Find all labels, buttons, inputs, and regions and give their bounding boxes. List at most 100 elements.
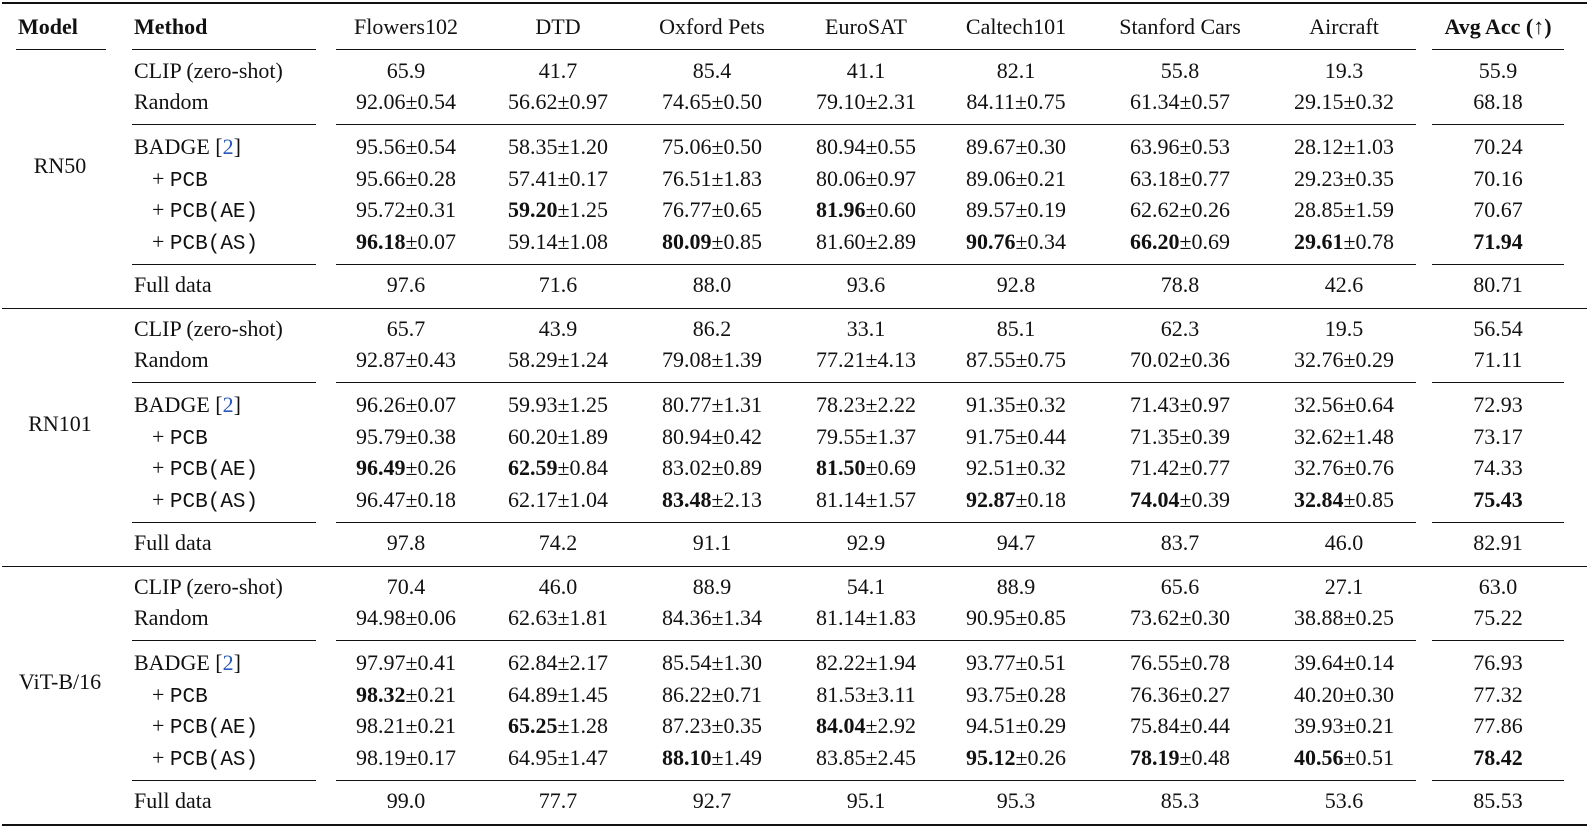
std: ±0.44 xyxy=(1179,713,1231,738)
method-cell: Full data xyxy=(134,790,212,812)
value: 95.3 xyxy=(996,788,1036,813)
value: 92.8 xyxy=(996,272,1036,297)
value: 98.21 xyxy=(355,713,406,738)
avg-cell: 78.42 xyxy=(1473,747,1523,769)
value: 32.56 xyxy=(1293,392,1344,417)
value-cell: 65.7 xyxy=(387,318,426,340)
value-cell: 99.0 xyxy=(387,790,426,812)
value-cell: 94.7 xyxy=(997,532,1036,554)
value-cell: 94.51±0.29 xyxy=(966,715,1066,737)
value: 76.93 xyxy=(1473,650,1523,675)
value-cell: 62.62±0.26 xyxy=(1130,199,1230,221)
method-name: BADGE xyxy=(134,134,210,159)
citation-link[interactable]: 2 xyxy=(222,134,234,159)
value-cell: 92.87±0.18 xyxy=(966,489,1066,511)
value-cell: 19.3 xyxy=(1325,60,1364,82)
value: 80.09 xyxy=(661,229,712,254)
model-label: ViT-B/16 xyxy=(18,669,102,694)
value-cell: 39.93±0.21 xyxy=(1294,715,1394,737)
method-name: PCB xyxy=(169,170,208,193)
value-cell: 89.57±0.19 xyxy=(966,199,1066,221)
value-cell: 55.8 xyxy=(1161,60,1200,82)
value-cell: 98.19±0.17 xyxy=(356,747,456,769)
value-cell: 89.67±0.30 xyxy=(966,136,1066,158)
plus-sign: + xyxy=(152,166,170,191)
avg-cell: 77.32 xyxy=(1473,684,1523,706)
value: 29.15 xyxy=(1293,89,1344,114)
value-cell: 93.77±0.51 xyxy=(966,652,1066,674)
value-cell: 40.56±0.51 xyxy=(1294,747,1394,769)
group-subrule xyxy=(336,640,1416,642)
std: ±0.84 xyxy=(557,455,609,480)
std: ±0.97 xyxy=(1179,392,1231,417)
value-cell: 29.23±0.35 xyxy=(1294,168,1394,190)
value: 73.17 xyxy=(1473,424,1523,449)
method-name: Random xyxy=(134,89,209,114)
std: ±1.28 xyxy=(557,713,609,738)
value: 92.87 xyxy=(355,347,406,372)
value: 75.22 xyxy=(1473,605,1523,630)
value: 84.11 xyxy=(966,89,1016,114)
value-cell: 85.4 xyxy=(693,60,732,82)
std: ±0.17 xyxy=(557,166,609,191)
value: 80.94 xyxy=(661,424,712,449)
value: 95.56 xyxy=(355,134,406,159)
method-cell: + PCB xyxy=(152,168,208,193)
plus-sign: + xyxy=(152,424,170,449)
std: ±0.48 xyxy=(1179,745,1231,770)
method-name: Random xyxy=(134,605,209,630)
value-cell: 97.8 xyxy=(387,532,426,554)
value-cell: 74.2 xyxy=(539,532,578,554)
value-cell: 29.15±0.32 xyxy=(1294,91,1394,113)
value: 78.23 xyxy=(815,392,866,417)
std: ±0.26 xyxy=(1179,197,1231,222)
value: 76.55 xyxy=(1129,650,1180,675)
std: ±0.69 xyxy=(1179,229,1231,254)
value: 74.2 xyxy=(538,530,578,555)
value-cell: 82.1 xyxy=(997,60,1036,82)
std: ±0.19 xyxy=(1015,197,1067,222)
citation-link[interactable]: 2 xyxy=(222,650,234,675)
group-subrule xyxy=(132,382,316,384)
value-cell: 88.9 xyxy=(693,576,732,598)
value-cell: 92.8 xyxy=(997,274,1036,296)
value-cell: 43.9 xyxy=(539,318,578,340)
value: 84.36 xyxy=(661,605,712,630)
value: 56.54 xyxy=(1473,316,1523,341)
value: 83.48 xyxy=(661,487,712,512)
value: 19.3 xyxy=(1324,58,1364,83)
method-cell: CLIP (zero-shot) xyxy=(134,318,283,340)
value: 46.0 xyxy=(538,574,578,599)
value: 74.65 xyxy=(661,89,712,114)
std: ±4.13 xyxy=(865,347,917,372)
std: ±2.92 xyxy=(865,713,917,738)
value: 76.51 xyxy=(661,166,712,191)
std: ±0.76 xyxy=(1343,455,1395,480)
value-cell: 77.7 xyxy=(539,790,578,812)
value-cell: 96.49±0.26 xyxy=(356,457,456,479)
value-cell: 71.43±0.97 xyxy=(1130,394,1230,416)
value-cell: 86.2 xyxy=(693,318,732,340)
value-cell: 29.61±0.78 xyxy=(1294,231,1394,253)
citation-link[interactable]: 2 xyxy=(222,392,234,417)
method-cell: + PCB(AE) xyxy=(152,457,258,482)
std: ±1.34 xyxy=(711,605,763,630)
avg-cell: 75.43 xyxy=(1473,489,1523,511)
value-cell: 80.94±0.55 xyxy=(816,136,916,158)
std: ±1.83 xyxy=(711,166,763,191)
value: 98.32 xyxy=(355,682,406,707)
value: 28.85 xyxy=(1293,197,1344,222)
std: ±0.50 xyxy=(711,134,763,159)
value-cell: 87.23±0.35 xyxy=(662,715,762,737)
header-rule-datasets xyxy=(336,49,1416,51)
header-rule-model xyxy=(16,49,106,51)
std: ±0.85 xyxy=(1343,487,1395,512)
value-cell: 84.11±0.75 xyxy=(966,91,1065,113)
std: ±0.64 xyxy=(1343,392,1395,417)
value-cell: 65.6 xyxy=(1161,576,1200,598)
value: 95.1 xyxy=(846,788,886,813)
std: ±1.81 xyxy=(557,605,609,630)
method-cell: + PCB xyxy=(152,684,208,709)
value-cell: 95.72±0.31 xyxy=(356,199,456,221)
std: ±0.32 xyxy=(1343,89,1395,114)
